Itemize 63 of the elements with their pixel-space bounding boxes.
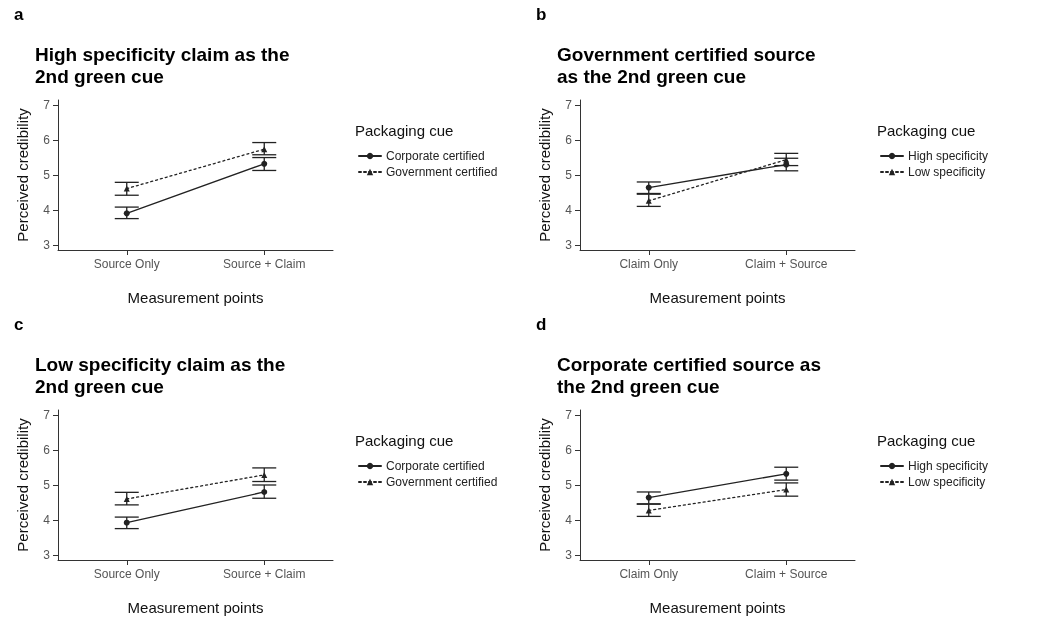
x-tick-label: Claim + Source (745, 257, 828, 271)
y-tick-label: 6 (43, 443, 51, 458)
y-tick-label: 7 (565, 408, 573, 423)
legend-label: High specificity (908, 459, 989, 473)
point (645, 494, 652, 501)
legend-label: Corporate certified (386, 459, 485, 473)
y-tick-label: 4 (565, 202, 573, 217)
chart-title: Low specificity claim as the 2nd green cue (35, 353, 291, 397)
y-axis-title: Perceived credibility (536, 417, 553, 552)
legend-label: Low specificity (908, 475, 986, 489)
y-tick-label: 3 (43, 547, 51, 562)
point (261, 488, 268, 495)
y-tick-label: 3 (565, 237, 573, 252)
text: a (14, 5, 24, 24)
point (123, 210, 130, 217)
legend-title: Packaging cue (355, 432, 454, 449)
y-axis-title: Perceived credibility (536, 107, 553, 242)
y-tick-label: 5 (565, 478, 573, 492)
y-tick-label: 7 (43, 98, 51, 113)
point (783, 470, 790, 477)
legend-label: Government certified (386, 475, 498, 489)
point (645, 184, 652, 191)
y-tick-label: 4 (43, 512, 51, 527)
point (123, 519, 130, 526)
x-tick-label: Source + Claim (223, 567, 306, 581)
point (261, 160, 268, 167)
chart-title: High specificity claim as the 2nd green cue (35, 43, 295, 87)
y-tick-label: 6 (43, 133, 51, 148)
legend-label: High specificity (908, 149, 989, 163)
x-tick-label: Source Only (93, 257, 160, 271)
legend-label: Low specificity (908, 165, 986, 179)
y-tick-label: 4 (565, 512, 573, 527)
x-tick-label: Source Only (93, 567, 160, 581)
x-axis-title: Measurement points (127, 599, 264, 616)
legend-title: Packaging cue (355, 122, 454, 139)
y-tick-label: 5 (43, 478, 51, 492)
text: b (536, 5, 547, 24)
x-axis-title: Measurement points (649, 599, 786, 616)
y-tick-label: 5 (565, 168, 573, 182)
x-tick-label: Claim Only (619, 257, 679, 271)
text: c (14, 315, 24, 334)
y-tick-label: 7 (565, 98, 573, 113)
legend-title: Packaging cue (877, 432, 976, 449)
y-tick-label: 6 (565, 443, 573, 458)
x-tick-label: Source + Claim (223, 257, 306, 271)
chart-title: Government certified source as the 2nd green cue (557, 43, 821, 87)
y-axis-title: Perceived credibility (14, 107, 31, 242)
x-axis-title: Measurement points (649, 289, 786, 306)
y-tick-label: 6 (565, 133, 573, 148)
y-tick-label: 3 (565, 547, 573, 562)
y-tick-label: 7 (43, 408, 51, 423)
legend-label: Corporate certified (386, 149, 485, 163)
text: d (536, 315, 547, 334)
chart-title: Corporate certified source as the 2nd green cue (557, 353, 827, 397)
y-tick-label: 5 (43, 168, 51, 182)
legend-label: Government certified (386, 165, 498, 179)
y-axis-title: Perceived credibility (14, 417, 31, 552)
x-tick-label: Claim + Source (745, 567, 828, 581)
y-tick-label: 4 (43, 202, 51, 217)
x-axis-title: Measurement points (127, 289, 264, 306)
legend-title: Packaging cue (877, 122, 976, 139)
x-tick-label: Claim Only (619, 567, 679, 581)
y-tick-label: 3 (43, 237, 51, 252)
